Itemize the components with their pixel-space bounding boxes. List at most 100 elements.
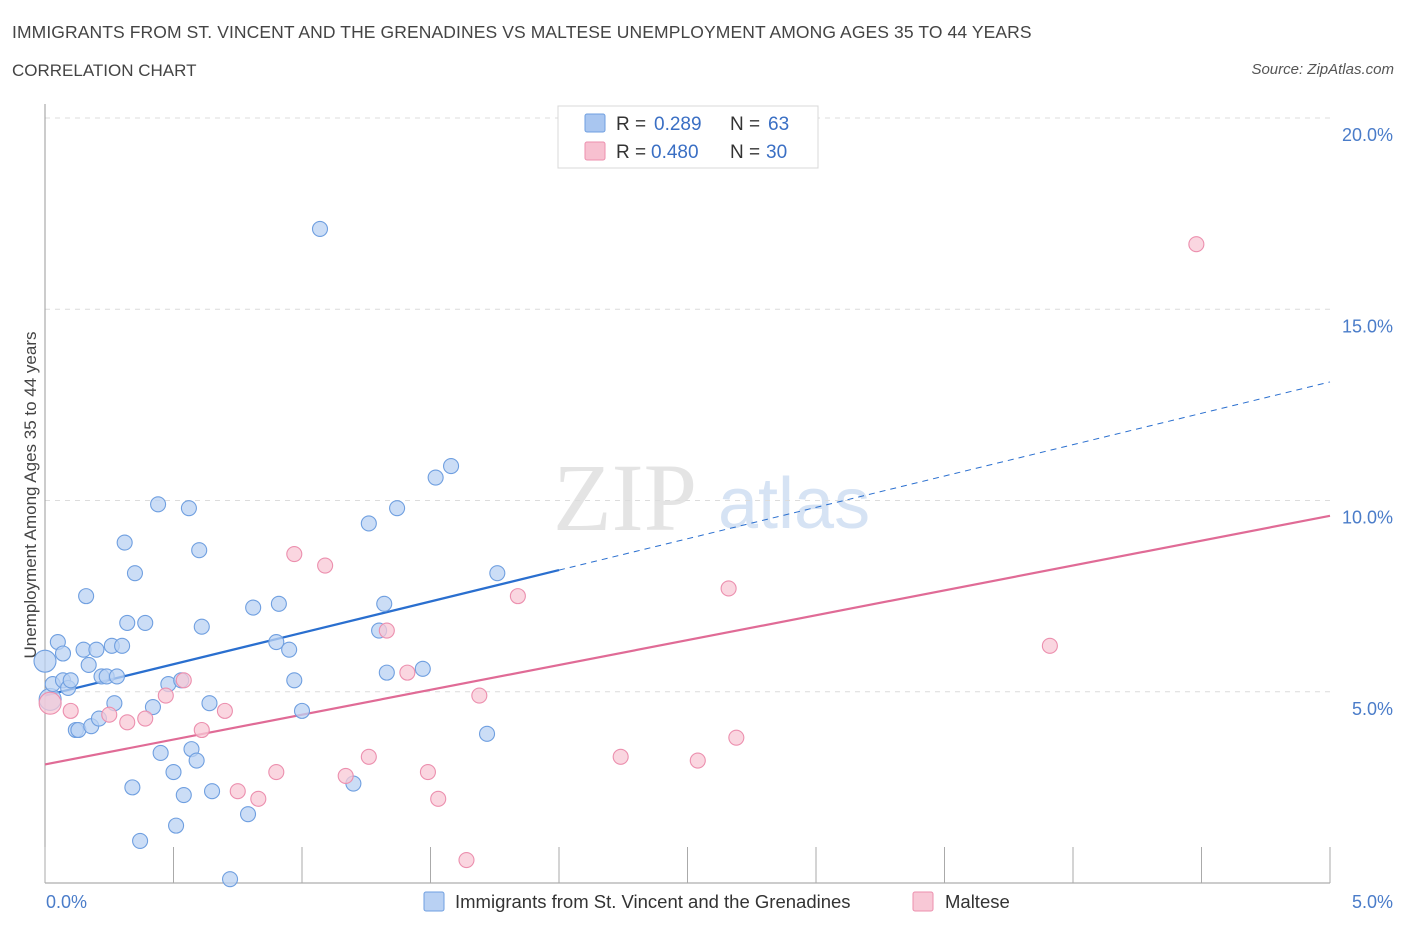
point-series1-4 <box>137 710 154 727</box>
series-legend-swatch-pink <box>912 891 934 912</box>
point-series0-29 <box>150 496 167 513</box>
trend-line-dashed-0 <box>558 381 1331 571</box>
y-tick-label-2: 15.0% <box>1342 316 1393 336</box>
point-series1-12 <box>286 545 303 563</box>
point-series0-40 <box>193 618 210 635</box>
legend-r-label-1: R = <box>616 114 646 135</box>
point-series0-42 <box>204 783 221 800</box>
chart-title: IMMIGRANTS FROM ST. VINCENT AND THE GREN… <box>12 22 1032 42</box>
point-series0-27 <box>137 614 154 631</box>
series-legend: Immigrants from St. Vincent and the Gren… <box>423 891 1010 912</box>
legend-n-value-2: 30 <box>766 142 787 163</box>
point-series0-25 <box>126 565 143 582</box>
point-series0-53 <box>360 515 377 532</box>
point-series0-46 <box>268 633 285 651</box>
point-series0-20 <box>108 668 126 685</box>
point-series0-23 <box>119 614 136 631</box>
point-series0-4 <box>54 645 72 662</box>
point-series0-58 <box>414 660 431 677</box>
source-label: Source: ZipAtlas.com <box>1251 61 1394 78</box>
point-series0-32 <box>165 764 182 781</box>
point-series1-18 <box>419 764 436 781</box>
point-series1-23 <box>612 748 629 765</box>
x-tick-label-0: 0.0% <box>46 892 87 912</box>
point-series0-61 <box>478 725 496 742</box>
watermark-zip: ZIP <box>553 444 697 551</box>
point-series0-28 <box>144 698 161 716</box>
watermark-atlas: atlas <box>718 464 870 544</box>
chart-subtitle: CORRELATION CHART <box>12 61 197 80</box>
point-series0-56 <box>378 664 395 681</box>
point-series0-36 <box>180 500 197 517</box>
point-series1-16 <box>378 622 395 639</box>
stats-legend: R = 0.289 N = 63 R = 0.480 N = 30 <box>557 105 819 169</box>
point-series1-7 <box>193 721 210 739</box>
legend-n-label-1: N = <box>730 114 760 135</box>
x-tick-label-1: 5.0% <box>1352 892 1393 912</box>
point-series1-6 <box>175 672 192 689</box>
data-points <box>33 220 1205 888</box>
point-series0-12 <box>80 656 97 674</box>
series-legend-label-blue: Immigrants from St. Vincent and the Gren… <box>455 891 851 912</box>
point-series1-5 <box>157 687 174 704</box>
point-series1-21 <box>471 687 488 704</box>
point-series1-27 <box>1041 637 1058 654</box>
trend-line-solid-1 <box>44 514 1331 766</box>
point-series0-30 <box>152 744 169 762</box>
point-series0-57 <box>389 500 406 517</box>
point-series0-35 <box>175 786 192 804</box>
point-series0-49 <box>286 672 303 689</box>
point-series0-55 <box>376 595 393 612</box>
y-axis-label: Unemployment Among Ages 35 to 44 years <box>21 332 40 659</box>
point-series0-45 <box>245 599 262 616</box>
point-series1-10 <box>250 790 267 807</box>
point-series0-62 <box>489 565 506 582</box>
legend-n-value-1: 63 <box>768 114 789 135</box>
y-tick-label-0: 5.0% <box>1352 699 1393 719</box>
y-tick-labels: 5.0% 10.0% 15.0% 20.0% <box>1342 125 1393 719</box>
point-series0-39 <box>191 542 208 559</box>
series-legend-label-pink: Maltese <box>945 891 1010 912</box>
legend-r-value-1: 0.289 <box>654 114 702 135</box>
y-tick-label-3: 20.0% <box>1342 125 1393 145</box>
point-series1-15 <box>360 748 377 765</box>
point-series0-43 <box>221 871 239 888</box>
legend-r-label-2: R = <box>616 142 646 163</box>
trend-lines <box>44 381 1331 766</box>
point-series1-11 <box>268 764 285 781</box>
point-series0-24 <box>124 779 141 796</box>
legend-r-value-2: 0.480 <box>651 142 699 163</box>
point-series1-20 <box>458 851 475 869</box>
point-series0-7 <box>62 672 79 689</box>
trend-line-solid-0 <box>44 569 560 697</box>
point-series0-48 <box>281 641 298 658</box>
point-series1-1 <box>62 702 79 719</box>
point-series0-14 <box>88 641 105 658</box>
point-series0-44 <box>239 806 257 823</box>
legend-n-label-2: N = <box>730 142 760 163</box>
point-series0-22 <box>116 534 133 551</box>
legend-swatch-blue <box>584 113 606 133</box>
y-tick-label-1: 10.0% <box>1342 508 1393 528</box>
point-series0-21 <box>114 637 131 654</box>
point-series1-8 <box>216 702 233 719</box>
legend-swatch-pink <box>584 141 606 161</box>
x-tick-labels: 0.0% 5.0% <box>46 892 1393 912</box>
point-series1-9 <box>229 783 246 800</box>
point-series1-28 <box>1188 236 1205 253</box>
point-series0-50 <box>293 702 311 719</box>
series-legend-swatch-blue <box>423 891 445 912</box>
point-series0-59 <box>427 469 444 486</box>
point-series1-3 <box>119 714 136 731</box>
axes <box>44 104 1331 884</box>
point-series1-0 <box>38 691 62 715</box>
gridlines <box>45 117 1330 693</box>
point-series0-11 <box>78 588 95 605</box>
point-series0-33 <box>168 817 185 834</box>
point-series0-47 <box>270 595 287 612</box>
point-series1-14 <box>337 767 354 784</box>
point-series0-0 <box>33 649 57 673</box>
point-series0-41 <box>201 695 218 712</box>
point-series0-38 <box>188 752 205 769</box>
